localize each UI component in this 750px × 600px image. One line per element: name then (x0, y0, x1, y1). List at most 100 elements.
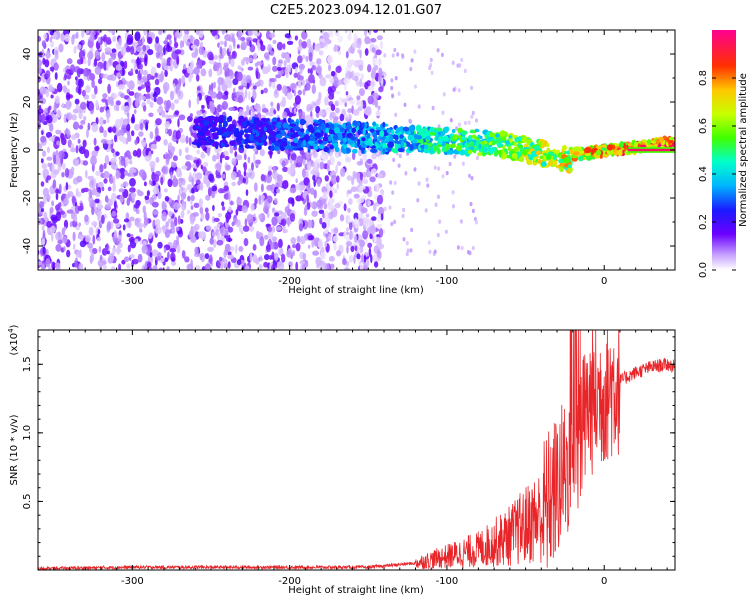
noise-cell (229, 246, 235, 252)
noise-cell (91, 79, 95, 88)
noise-cell (348, 198, 353, 205)
noise-cell (334, 188, 338, 194)
noise-cell (305, 150, 312, 160)
noise-cell (123, 256, 130, 263)
noise-cell (126, 30, 129, 33)
signal-cell (277, 138, 282, 143)
noise-cell (224, 155, 230, 161)
noise-cell (188, 99, 191, 109)
noise-cell (76, 187, 79, 196)
noise-cell (212, 204, 215, 212)
noise-cell (221, 30, 226, 35)
signal-cell (215, 142, 219, 150)
noise-cell (393, 180, 397, 186)
noise-cell (232, 78, 239, 86)
signal-cell (584, 147, 592, 154)
noise-cell (272, 165, 276, 174)
noise-cell (286, 40, 294, 46)
noise-cell (40, 135, 47, 143)
noise-cell (378, 227, 384, 238)
signal-cell (513, 141, 517, 147)
noise-cell (238, 85, 244, 90)
noise-cell (71, 114, 77, 121)
noise-cell (263, 205, 269, 214)
noise-cell (311, 65, 316, 71)
noise-cell (305, 170, 309, 178)
noise-cell (190, 60, 194, 69)
noise-cell (158, 267, 164, 270)
spectrogram-x-ticks: -300 -200 -100 0 (53, 30, 668, 287)
noise-cell (373, 233, 377, 243)
noise-cell (138, 169, 146, 178)
noise-cell (38, 68, 42, 73)
noise-cell (216, 231, 220, 241)
signal-cell (397, 147, 405, 153)
noise-cell (310, 104, 313, 112)
noise-cell (221, 206, 226, 211)
noise-cell (441, 174, 445, 179)
signal-cell (407, 134, 413, 141)
noise-cell (115, 64, 122, 71)
noise-cell (346, 241, 353, 247)
noise-cell (177, 90, 184, 100)
noise-cell (73, 243, 76, 251)
colorbar-tick-label: 0.2 (698, 214, 709, 230)
noise-cell (221, 201, 225, 207)
signal-cell (606, 144, 614, 151)
signal-cell (562, 144, 567, 151)
noise-cell (235, 154, 243, 161)
noise-cell (328, 255, 335, 262)
noise-cell (292, 250, 296, 257)
noise-cell (142, 105, 147, 112)
noise-cell (163, 139, 168, 146)
noise-cell (168, 210, 173, 217)
noise-cell (394, 112, 398, 118)
noise-cell (350, 59, 355, 65)
noise-cell (96, 237, 102, 242)
signal-cell (468, 145, 475, 151)
noise-cell (129, 177, 136, 187)
noise-cell (176, 235, 180, 241)
signal-cell (668, 137, 674, 141)
noise-cell (121, 104, 126, 111)
noise-cell (367, 200, 371, 206)
noise-cell (104, 203, 111, 210)
noise-cell (199, 59, 203, 68)
snr-x-ticks: -300 -200 -100 0 (53, 330, 668, 587)
noise-cell (308, 52, 313, 62)
noise-cell (112, 182, 116, 192)
noise-cell (55, 129, 62, 135)
noise-cell (398, 153, 402, 159)
noise-cell (410, 58, 414, 63)
noise-cell (122, 67, 125, 76)
signal-cell (249, 124, 255, 128)
noise-cell (325, 107, 332, 114)
noise-cell (196, 160, 200, 168)
noise-cell (311, 84, 316, 94)
noise-cell (336, 250, 341, 257)
signal-cell (361, 122, 365, 129)
noise-cell (136, 189, 142, 194)
noise-cell (161, 200, 166, 211)
signal-cell (255, 141, 259, 146)
signal-cell (584, 152, 591, 157)
noise-cell (258, 264, 263, 270)
noise-cell (51, 232, 54, 242)
noise-cell (82, 160, 89, 166)
signal-cell (451, 129, 456, 134)
noise-cell (127, 244, 131, 253)
noise-cell (456, 245, 460, 250)
noise-cell (311, 239, 315, 248)
noise-cell (106, 250, 110, 255)
noise-cell (427, 240, 431, 245)
noise-cell (111, 54, 116, 60)
noise-cell (103, 73, 108, 79)
noise-cell (319, 161, 325, 170)
noise-cell (85, 169, 88, 179)
noise-cell (57, 162, 62, 172)
noise-cell (133, 109, 137, 114)
noise-cell (40, 208, 45, 213)
noise-cell (64, 72, 67, 81)
noise-cell (369, 176, 376, 183)
noise-cell (327, 218, 331, 228)
